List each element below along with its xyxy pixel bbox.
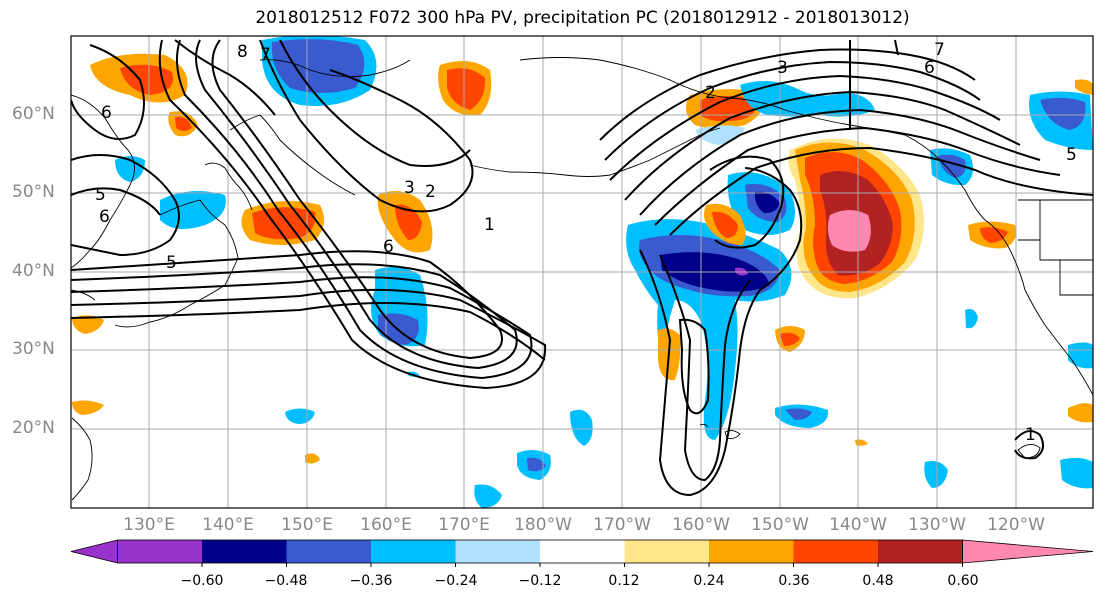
colorbar-segment: [540, 540, 625, 563]
lon-label: 130°E: [123, 515, 175, 535]
colorbar-tick-label: 0.36: [778, 573, 810, 589]
lat-label-60n: 60°N: [12, 104, 55, 124]
contour-label: 6: [924, 58, 935, 78]
contour-label: 6: [101, 103, 112, 123]
contour-label: 6: [383, 237, 394, 257]
lon-label: 160°W: [672, 515, 730, 535]
colorbar-tick-label: −0.24: [434, 573, 478, 589]
lat-label-50n: 50°N: [12, 182, 55, 202]
colorbar-segment: [709, 540, 794, 563]
colorbar-tick-label: 0.24: [693, 573, 725, 589]
contour-label: 5: [95, 185, 106, 205]
contour-label: 2: [705, 83, 716, 103]
colorbar-segment: [878, 540, 963, 563]
colorbar-extend-low: [70, 539, 118, 564]
contour-label: 1: [1025, 425, 1036, 445]
lon-label: 130°W: [908, 515, 966, 535]
contour-label: 7: [934, 40, 945, 60]
lon-label: 150°E: [281, 515, 333, 535]
contour-label: 3: [404, 178, 415, 198]
contour-label: 7: [260, 45, 271, 65]
lon-label: 150°W: [751, 515, 809, 535]
map-frame: [70, 35, 1094, 509]
colorbar-tick-label: 0.12: [608, 573, 640, 589]
contour-label: 2: [425, 182, 436, 202]
lat-label-40n: 40°N: [12, 261, 55, 281]
colorbar-tick-label: 0.60: [947, 573, 979, 589]
contour-label: 5: [1066, 145, 1077, 165]
colorbar-segment: [455, 540, 540, 563]
lon-label: 180°W: [514, 515, 572, 535]
lon-label: 170°W: [593, 515, 651, 535]
colorbar-tick-label: −0.36: [349, 573, 393, 589]
contour-label: 3: [777, 58, 788, 78]
colorbar-extend-high: [962, 539, 1094, 564]
figure-title: 2018012512 F072 300 hPa PV, precipitatio…: [255, 8, 910, 28]
precip-shading: [72, 36, 1093, 508]
contour-label: 8: [237, 42, 248, 62]
colorbar-tick-label: −0.48: [264, 573, 308, 589]
lon-label: 160°E: [360, 515, 412, 535]
lon-label: 140°W: [829, 515, 887, 535]
colorbar-tick-label: −0.60: [180, 573, 224, 589]
lat-label-20n: 20°N: [12, 418, 55, 438]
colorbar-segment: [286, 540, 371, 563]
contour-label: 1: [484, 215, 495, 235]
lon-label: 170°E: [438, 515, 490, 535]
colorbar-segment: [117, 540, 202, 563]
lon-label: 120°W: [987, 515, 1045, 535]
contour-label: 6: [99, 207, 110, 227]
colorbar-segment: [202, 540, 287, 563]
colorbar: [70, 539, 1094, 567]
pv-contours: [71, 39, 1093, 497]
colorbar-segment: [371, 540, 456, 563]
colorbar-segment: [793, 540, 878, 563]
lat-label-30n: 30°N: [12, 339, 55, 359]
contour-label: 5: [166, 253, 177, 273]
lon-label: 140°E: [202, 515, 254, 535]
colorbar-tick-label: −0.12: [518, 573, 562, 589]
colorbar-tick-label: 0.48: [862, 573, 894, 589]
colorbar-segment: [624, 540, 709, 563]
